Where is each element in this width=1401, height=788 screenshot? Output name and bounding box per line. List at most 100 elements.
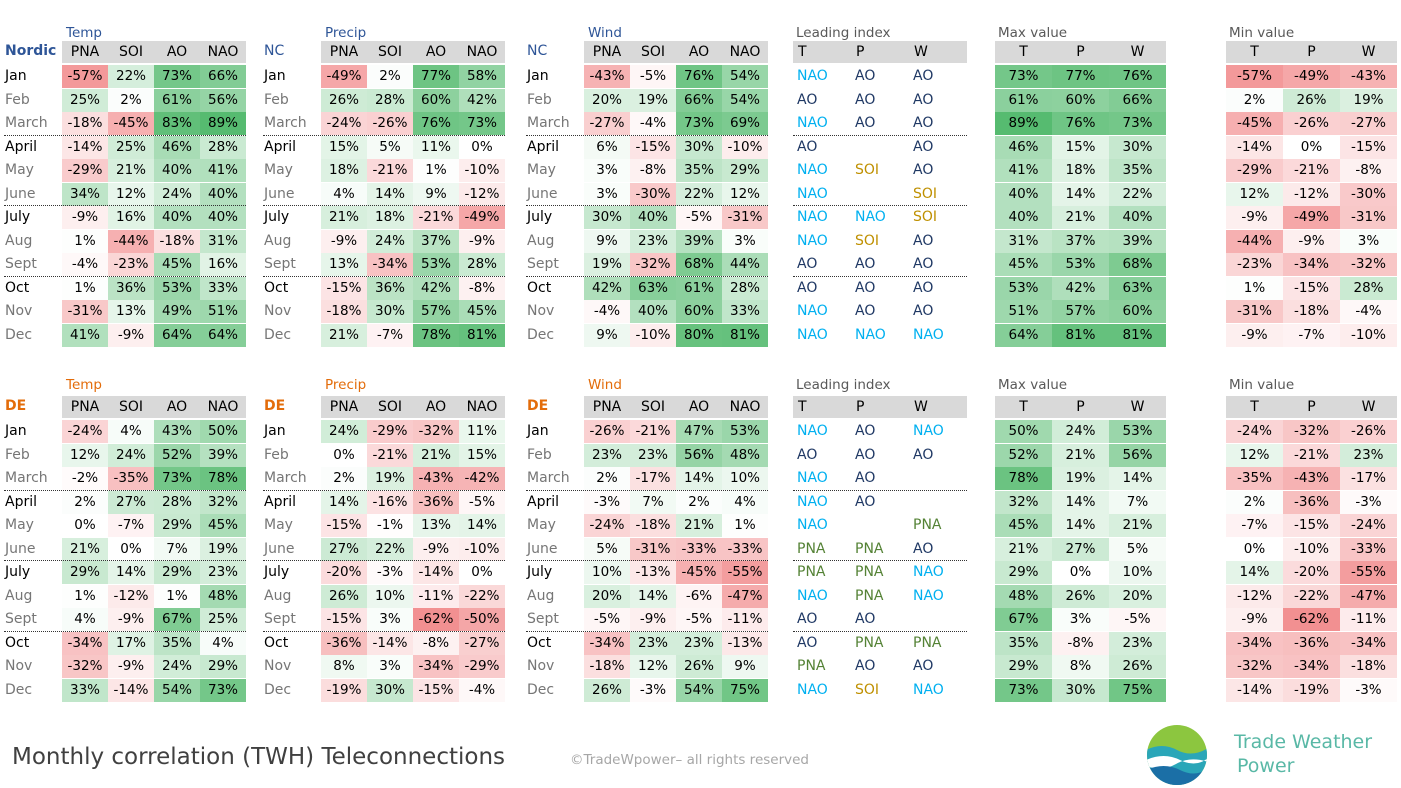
month-label: Aug xyxy=(527,587,555,604)
correlation-cell: -18% xyxy=(62,112,108,135)
correlation-cell: 66% xyxy=(676,88,722,112)
leading-index-cell: SOI xyxy=(855,162,880,178)
correlation-cell: 5% xyxy=(584,537,630,561)
month-label: Aug xyxy=(5,232,33,249)
correlation-cell: 50% xyxy=(200,420,246,443)
max-value-cell: 0% xyxy=(1052,561,1109,584)
leading-index-cell: AO xyxy=(855,493,876,510)
correlation-cell: -14% xyxy=(62,135,108,159)
correlation-cell: -27% xyxy=(584,112,630,135)
leading-index-cell: AO xyxy=(913,658,934,674)
column-header: P xyxy=(1283,396,1340,418)
correlation-cell: -21% xyxy=(367,443,413,467)
leading-index-cell: AO xyxy=(913,446,934,463)
leading-index-cell xyxy=(909,467,967,490)
correlation-cell: -27% xyxy=(459,631,505,655)
min-value-cell: 14% xyxy=(1226,561,1283,584)
correlation-cell: 56% xyxy=(676,443,722,467)
min-value-cell: -18% xyxy=(1283,300,1340,323)
correlation-cell: -57% xyxy=(62,65,108,88)
correlation-cell: -23% xyxy=(108,253,154,276)
leading-index-cell: PNA xyxy=(855,634,884,651)
max-value-cell: 73% xyxy=(1109,112,1166,135)
correlation-cell: 40% xyxy=(630,206,676,229)
correlation-cell: 22% xyxy=(367,537,413,561)
min-value-cell: -7% xyxy=(1226,514,1283,537)
correlation-cell: 54% xyxy=(722,88,768,112)
correlation-cell: 30% xyxy=(676,135,722,159)
correlation-cell: 44% xyxy=(722,253,768,276)
correlation-cell: 53% xyxy=(413,253,459,276)
correlation-cell: 76% xyxy=(413,112,459,135)
correlation-cell: 33% xyxy=(722,300,768,323)
max-value-cell: 35% xyxy=(1109,159,1166,182)
correlation-cell: 42% xyxy=(413,276,459,300)
correlation-cell: -62% xyxy=(413,608,459,631)
max-value-cell: 52% xyxy=(995,443,1052,467)
leading-index-cell: AO xyxy=(797,91,818,108)
min-value-cell: -34% xyxy=(1283,253,1340,276)
min-value-cell: -17% xyxy=(1340,467,1397,490)
column-header: W xyxy=(909,396,967,418)
correlation-cell: 14% xyxy=(630,584,676,608)
correlation-cell: 39% xyxy=(200,443,246,467)
min-value-cell: -30% xyxy=(1340,182,1397,206)
min-value-cell: -15% xyxy=(1283,276,1340,300)
correlation-cell: 19% xyxy=(367,467,413,490)
correlation-cell: -9% xyxy=(108,608,154,631)
correlation-cell: -19% xyxy=(321,678,367,702)
column-header: NAO xyxy=(200,41,246,63)
correlation-cell: 29% xyxy=(200,655,246,678)
quarter-separator xyxy=(4,560,246,561)
leading-index-cell xyxy=(851,136,909,159)
correlation-cell: 73% xyxy=(154,467,200,490)
correlation-cell: 11% xyxy=(459,420,505,443)
quarter-separator xyxy=(263,205,505,206)
month-label: Nov xyxy=(264,303,292,319)
correlation-cell: -47% xyxy=(722,584,768,608)
correlation-cell: 23% xyxy=(630,631,676,655)
correlation-cell: -11% xyxy=(722,608,768,631)
correlation-cell: 26% xyxy=(676,655,722,678)
column-header: T xyxy=(793,41,851,63)
column-header: T xyxy=(1226,396,1283,418)
leading-index-cell: NAO xyxy=(797,162,828,178)
max-value-cell: 73% xyxy=(995,65,1052,88)
quarter-separator xyxy=(4,205,246,206)
correlation-cell: 67% xyxy=(154,608,200,631)
correlation-cell: 28% xyxy=(459,253,505,276)
quarter-separator xyxy=(4,275,246,277)
group-title: Wind xyxy=(588,377,622,393)
max-value-cell: 41% xyxy=(995,159,1052,182)
max-value-cell: 15% xyxy=(1052,135,1109,159)
max-value-cell: 50% xyxy=(995,420,1052,443)
leading-index-cell: NAO xyxy=(913,564,944,580)
min-value-title: Min value xyxy=(1229,25,1295,41)
max-value-cell: 22% xyxy=(1109,182,1166,206)
correlation-cell: 57% xyxy=(413,300,459,323)
month-label: Dec xyxy=(527,681,555,698)
correlation-cell: -21% xyxy=(630,420,676,443)
month-label: Nov xyxy=(527,658,555,674)
correlation-cell: 13% xyxy=(108,300,154,323)
min-value-cell: 0% xyxy=(1226,537,1283,561)
max-value-cell: 19% xyxy=(1052,467,1109,490)
correlation-cell: 35% xyxy=(676,159,722,182)
quarter-separator xyxy=(4,489,246,491)
correlation-cell: -18% xyxy=(321,300,367,323)
month-label: March xyxy=(527,470,570,486)
correlation-cell: 89% xyxy=(200,112,246,135)
min-value-cell: -10% xyxy=(1283,537,1340,561)
correlation-cell: 73% xyxy=(154,65,200,88)
correlation-cell: 1% xyxy=(154,584,200,608)
min-value-title: Min value xyxy=(1229,377,1295,393)
correlation-cell: -22% xyxy=(459,584,505,608)
correlation-cell: 76% xyxy=(676,65,722,88)
correlation-cell: 3% xyxy=(584,182,630,206)
month-label: Sept xyxy=(5,611,37,627)
correlation-cell: -5% xyxy=(676,206,722,229)
correlation-cell: -10% xyxy=(722,135,768,159)
month-label: Nov xyxy=(264,658,292,674)
correlation-cell: 3% xyxy=(722,229,768,253)
correlation-cell: -45% xyxy=(676,561,722,584)
